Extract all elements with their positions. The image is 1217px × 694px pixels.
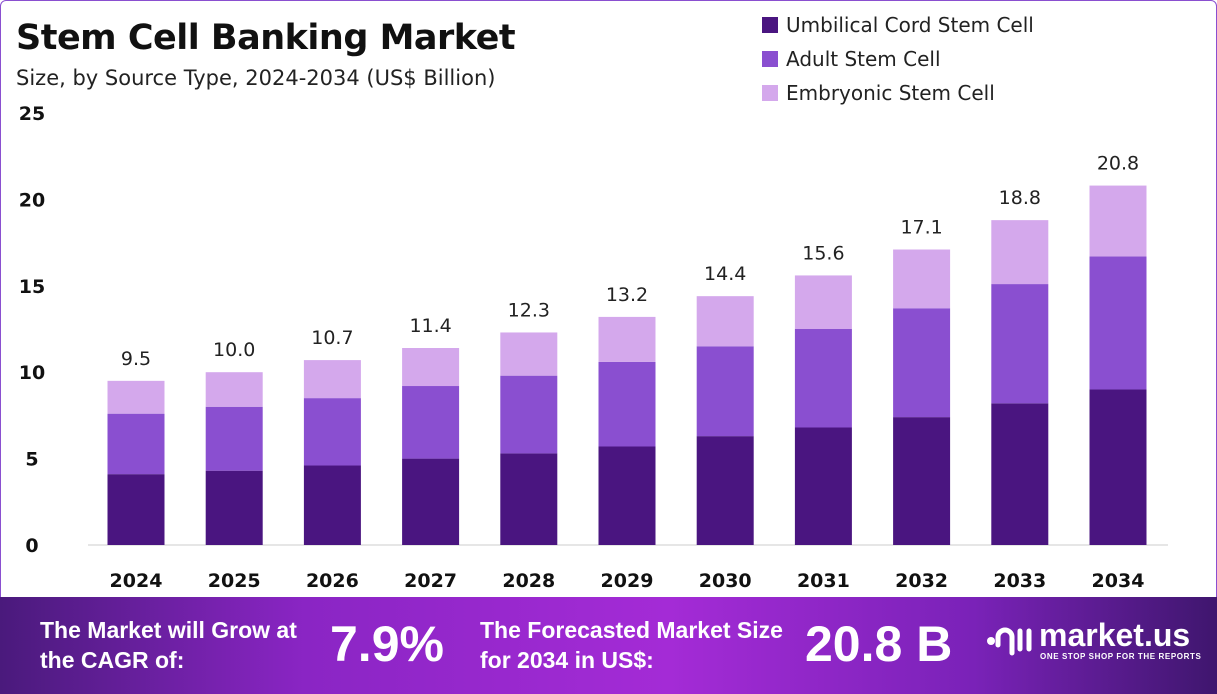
- x-tick-label: 2034: [1092, 570, 1145, 592]
- cagr-label: The Market will Grow at the CAGR of:: [40, 617, 297, 673]
- market-us-logo: market.us ONE STOP SHOP FOR THE REPORTS: [985, 617, 1201, 661]
- bar-segment: [205, 470, 263, 545]
- data-label: 10.7: [311, 327, 353, 349]
- x-tick-label: 2024: [110, 570, 163, 592]
- bar-segment: [893, 417, 951, 545]
- bar-segment: [991, 284, 1049, 404]
- data-label: 20.8: [1097, 153, 1139, 175]
- legend-label: Embryonic Stem Cell: [786, 81, 995, 105]
- legend-item: Embryonic Stem Cell: [762, 76, 1034, 110]
- legend-swatch: [762, 51, 778, 67]
- y-tick-label: 10: [19, 362, 45, 384]
- bar-segment: [205, 406, 263, 471]
- bar-segment: [893, 308, 951, 418]
- bar-segment: [598, 446, 656, 545]
- bar-segment: [500, 332, 558, 376]
- y-tick-label: 0: [25, 535, 38, 557]
- legend-swatch: [762, 85, 778, 101]
- y-tick-label: 20: [19, 189, 45, 211]
- bar-segment: [303, 398, 361, 466]
- data-label: 17.1: [900, 217, 942, 239]
- y-tick-label: 15: [19, 276, 45, 298]
- bar-segment: [107, 474, 165, 545]
- x-tick-label: 2033: [993, 570, 1046, 592]
- x-tick-label: 2026: [306, 570, 359, 592]
- logo-icon: [987, 627, 1032, 656]
- data-label: 15.6: [802, 242, 844, 264]
- y-tick-label: 25: [19, 103, 45, 125]
- legend-label: Adult Stem Cell: [786, 47, 941, 71]
- bar-segment: [696, 436, 754, 545]
- bar-segment: [303, 360, 361, 399]
- bar-segment: [107, 413, 165, 475]
- chart-title: Stem Cell Banking Market: [16, 18, 516, 58]
- footer-banner: The Market will Grow at the CAGR of: 7.9…: [0, 597, 1217, 694]
- legend: Umbilical Cord Stem Cell Adult Stem Cell…: [762, 8, 1034, 110]
- bar-segment: [402, 348, 460, 387]
- bar-segment: [893, 249, 951, 309]
- bar-segment: [500, 453, 558, 545]
- bar-segment: [991, 220, 1049, 285]
- logo-tagline: ONE STOP SHOP FOR THE REPORTS: [1040, 651, 1202, 661]
- forecast-label: The Forecasted Market Size for 2034 in U…: [480, 617, 783, 673]
- bar-segment: [794, 427, 852, 545]
- legend-label: Umbilical Cord Stem Cell: [786, 13, 1034, 37]
- data-label: 9.5: [121, 348, 151, 370]
- x-tick-label: 2025: [208, 570, 261, 592]
- chart-subtitle: Size, by Source Type, 2024-2034 (US$ Bil…: [16, 66, 496, 90]
- x-tick-label: 2032: [895, 570, 948, 592]
- logo-name: market.us: [1039, 616, 1191, 653]
- legend-swatch: [762, 17, 778, 33]
- data-label: 13.2: [606, 284, 648, 306]
- x-tick-label: 2028: [502, 570, 555, 592]
- bar-chart: 05101520259.5202410.0202510.7202611.4202…: [19, 103, 1168, 592]
- bar-segment: [598, 361, 656, 447]
- x-tick-label: 2031: [797, 570, 850, 592]
- legend-item: Umbilical Cord Stem Cell: [762, 8, 1034, 42]
- bar-segment: [991, 403, 1049, 545]
- forecast-value: 20.8 B: [805, 616, 953, 672]
- bar-segment: [794, 275, 852, 329]
- legend-item: Adult Stem Cell: [762, 42, 1034, 76]
- bar-segment: [1089, 389, 1147, 545]
- x-tick-label: 2027: [404, 570, 457, 592]
- bar-segment: [598, 316, 656, 362]
- cagr-value: 7.9%: [330, 616, 444, 672]
- bar-segment: [402, 386, 460, 459]
- y-tick-label: 5: [25, 449, 38, 471]
- bar-segment: [696, 346, 754, 437]
- bar-segment: [500, 375, 558, 454]
- bar-segment: [696, 296, 754, 347]
- bar-segment: [205, 372, 263, 407]
- x-tick-label: 2029: [601, 570, 654, 592]
- data-label: 12.3: [508, 299, 550, 321]
- data-label: 10.0: [213, 339, 255, 361]
- bar-segment: [402, 458, 460, 545]
- bar-segment: [1089, 256, 1147, 390]
- bar-segment: [794, 329, 852, 428]
- bar-segment: [107, 380, 165, 414]
- bar-segment: [303, 465, 361, 545]
- data-label: 11.4: [409, 315, 451, 337]
- bar-segment: [1089, 185, 1147, 257]
- data-label: 18.8: [999, 187, 1041, 209]
- data-label: 14.4: [704, 263, 746, 285]
- x-tick-label: 2030: [699, 570, 752, 592]
